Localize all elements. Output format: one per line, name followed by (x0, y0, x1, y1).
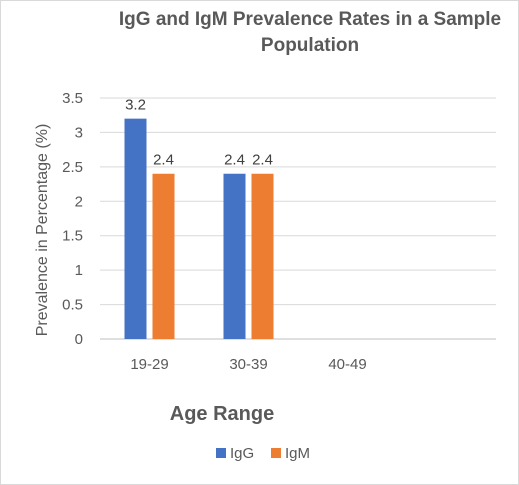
chart-title-line1: IgG and IgM Prevalence Rates in a Sample (119, 9, 501, 30)
x-axis-ticks: 19-29 30-39 40-49 (130, 356, 366, 373)
y-tick-label: 3 (75, 124, 83, 141)
x-tick-label: 40-49 (328, 356, 366, 373)
data-label: 2.4 (252, 152, 273, 169)
bar-igm-19-29 (152, 173, 175, 339)
y-tick-label: 2.5 (62, 159, 83, 176)
y-tick-label: 0.5 (62, 297, 83, 314)
data-labels: 3.2 2.4 2.4 2.4 (125, 97, 273, 169)
y-tick-label: 3.5 (62, 90, 83, 107)
bar-igg-30-39 (223, 173, 246, 339)
legend: IgG IgM (216, 445, 310, 462)
y-tick-label: 1 (75, 262, 83, 279)
y-tick-label: 2 (75, 193, 83, 210)
y-tick-label: 1.5 (62, 228, 83, 245)
data-label: 2.4 (153, 152, 174, 169)
x-tick-label: 19-29 (130, 356, 168, 373)
y-axis-ticks: 0 0.5 1 1.5 2 2.5 3 3.5 (62, 90, 83, 348)
data-label: 3.2 (125, 97, 146, 114)
bars (124, 118, 274, 340)
data-label: 2.4 (224, 152, 245, 169)
legend-label-igg: IgG (230, 445, 254, 462)
bar-igm-30-39 (251, 173, 274, 339)
y-tick-label: 0 (75, 331, 83, 348)
legend-swatch-igm (271, 448, 281, 458)
x-axis-title: Age Range (170, 403, 274, 425)
chart-title-line2: Population (261, 35, 359, 56)
bar-igg-19-29 (124, 118, 147, 340)
x-tick-label: 30-39 (229, 356, 267, 373)
legend-label-igm: IgM (285, 445, 310, 462)
legend-swatch-igg (216, 448, 226, 458)
y-axis-title: Prevalence in Percentage (%) (34, 124, 51, 337)
